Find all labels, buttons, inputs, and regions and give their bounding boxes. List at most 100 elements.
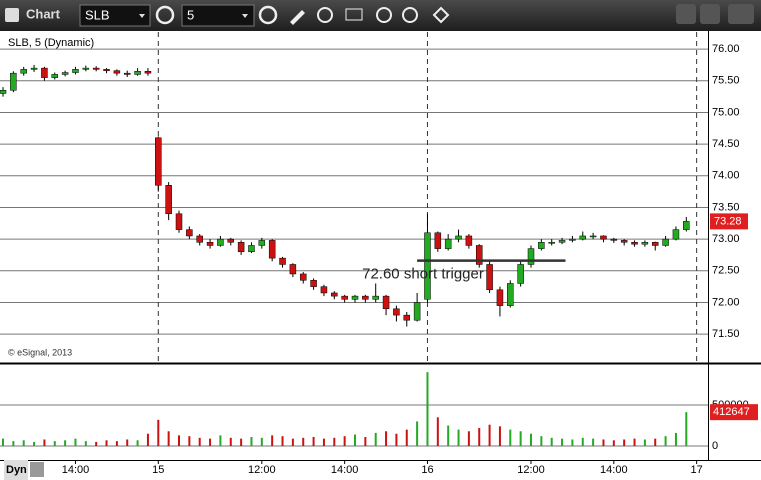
candle-body (393, 308, 400, 316)
volume-bar (581, 437, 584, 447)
candle-body (434, 232, 442, 249)
candle-body (475, 245, 483, 265)
candle-body (320, 286, 328, 294)
volume-bar (540, 436, 543, 447)
volume-bar (623, 439, 626, 447)
candle-body (662, 238, 669, 246)
last-volume-tag (710, 404, 758, 421)
candle-body (134, 71, 141, 75)
volume-bar (447, 425, 450, 447)
candle-body (620, 240, 628, 243)
candle-body (683, 221, 690, 230)
volume-bar (364, 437, 367, 447)
volume-bar (209, 438, 212, 447)
symbol-box[interactable] (79, 4, 151, 27)
copyright: © eSignal, 2013 (8, 347, 72, 357)
volume-bar (488, 424, 491, 447)
refresh-button[interactable] (317, 7, 333, 23)
candle-body (279, 257, 286, 265)
volume-bar (178, 435, 180, 447)
volume-bar (592, 438, 595, 447)
minimize-button[interactable] (676, 4, 696, 24)
candle-body (444, 238, 452, 249)
alert-button[interactable] (402, 7, 418, 23)
candle-body (41, 67, 48, 78)
volume-bar (22, 440, 25, 447)
annotation: 72.60 short trigger (362, 266, 484, 283)
candle-body (589, 235, 597, 238)
candle-body (310, 280, 317, 287)
mode-icon[interactable] (30, 462, 44, 477)
volume-bar (612, 440, 615, 447)
time-button[interactable] (258, 5, 278, 25)
interval-box[interactable] (181, 4, 255, 27)
candle-body (82, 67, 90, 70)
chart-area (0, 31, 761, 480)
volume-bar (633, 438, 636, 447)
volume-bar (146, 433, 149, 447)
volume-bar (674, 432, 677, 447)
candle-body (341, 295, 348, 300)
volume-bar (188, 436, 191, 447)
candle-body (527, 248, 535, 265)
candle-body (186, 229, 193, 237)
link-button[interactable] (432, 6, 450, 24)
volume-bar (312, 437, 315, 447)
draw-button[interactable] (290, 10, 305, 25)
y-tick-label: 74.00 (712, 170, 740, 182)
symbol: SLB (85, 7, 110, 22)
volume-bar (240, 438, 243, 447)
last-price: 73.28 (714, 215, 742, 227)
candle-body (0, 90, 7, 94)
volume-bar (157, 419, 160, 447)
window-title: Chart (26, 6, 61, 21)
candle-body (569, 238, 576, 241)
volume-bar (685, 412, 688, 447)
candle-body (610, 238, 618, 241)
mode-box[interactable] (4, 460, 28, 480)
candle-body (268, 240, 276, 259)
volume-bar (136, 440, 139, 447)
maximize-button[interactable] (700, 4, 720, 24)
volume-bar (198, 437, 201, 447)
candle-body (248, 245, 255, 253)
interval: 5 (187, 7, 194, 22)
candle-body (507, 283, 514, 306)
y-tick-label: 71.50 (712, 328, 740, 340)
volume-bar (271, 435, 274, 447)
volume-bar (229, 437, 232, 447)
volume-bar (322, 438, 325, 447)
print-button[interactable] (345, 8, 363, 21)
x-tick-label: 14:00 (600, 464, 628, 476)
close-button[interactable] (728, 4, 754, 24)
candle-body (651, 242, 659, 246)
volume-bar (467, 431, 470, 447)
last-price-tag (710, 213, 748, 230)
play-button[interactable] (376, 7, 392, 23)
candle-body (631, 242, 638, 245)
candle-body (496, 289, 504, 306)
volume-bar (395, 433, 398, 447)
candle-body (92, 67, 100, 70)
settings-button[interactable] (155, 5, 175, 25)
candle-body (641, 242, 649, 245)
legend-label: SLB, 5 (Dynamic) (8, 37, 94, 49)
candle-body (465, 235, 473, 246)
volume-bar (385, 431, 388, 447)
volume-bar (498, 426, 501, 447)
volume-bar (374, 432, 377, 447)
candle-body (258, 240, 266, 246)
volume-bar (426, 372, 429, 447)
volume-bar (643, 439, 646, 447)
candle-body (51, 74, 59, 78)
volume-bar (64, 440, 67, 447)
candle-body (517, 264, 524, 284)
volume-bar (43, 439, 46, 447)
volume-bar (333, 437, 336, 447)
candle-body (372, 295, 379, 300)
volume-tick-label: 0 (712, 440, 718, 452)
candle-body (362, 295, 369, 300)
candle-body (548, 242, 555, 244)
volume-bar (530, 433, 532, 447)
